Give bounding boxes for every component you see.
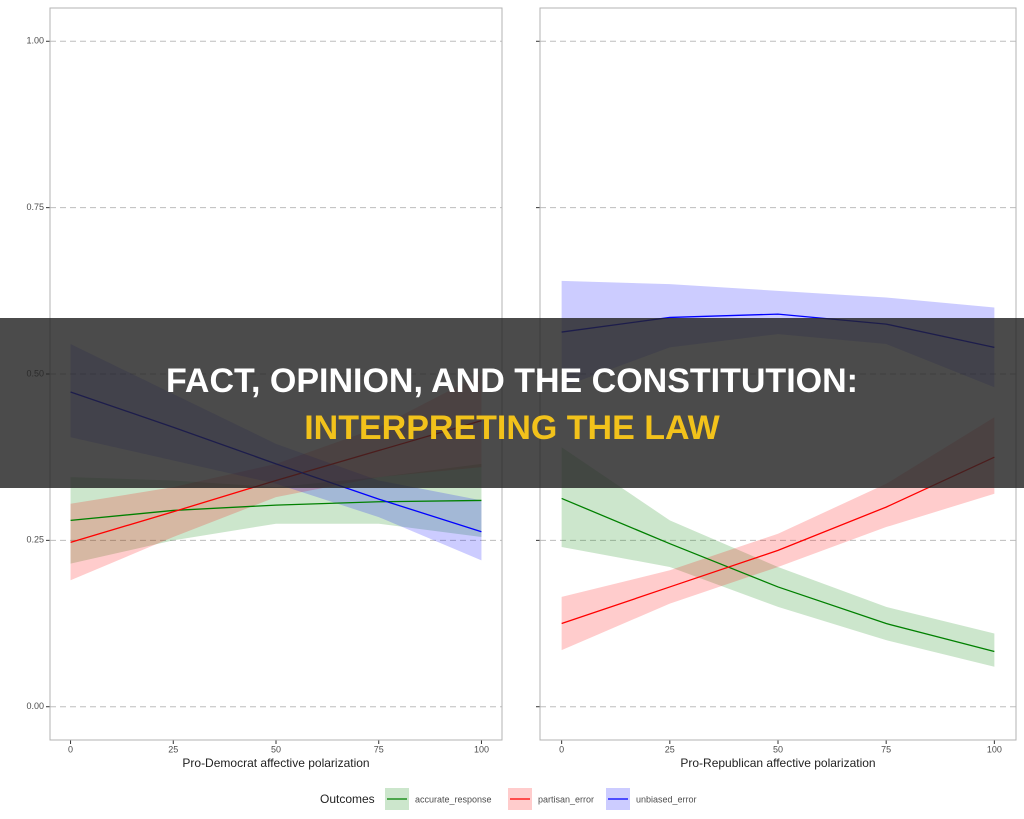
confidence-band bbox=[561, 417, 995, 651]
x-tick-label: 50 bbox=[271, 744, 281, 754]
x-tick-label: 100 bbox=[474, 744, 489, 754]
legend: Outcomes accurate_response partisan_error… bbox=[320, 788, 697, 810]
y-tick-label: 1.00 bbox=[26, 36, 44, 46]
x-tick-label: 75 bbox=[374, 744, 384, 754]
y-tick-label: 0.75 bbox=[26, 202, 44, 212]
legend-label: accurate_response bbox=[415, 794, 492, 804]
banner-title: FACT, OPINION, AND THE CONSTITUTION: bbox=[166, 362, 858, 400]
legend-title: Outcomes bbox=[320, 792, 375, 806]
line bbox=[70, 499, 482, 522]
banner-bg bbox=[0, 318, 1024, 488]
banner-subtitle: INTERPRETING THE LAW bbox=[304, 409, 720, 447]
x-tick-label: 25 bbox=[665, 744, 675, 754]
line bbox=[561, 456, 995, 625]
x-tick-label: 75 bbox=[881, 744, 891, 754]
legend-label: partisan_error bbox=[538, 794, 594, 804]
confidence-band bbox=[561, 447, 995, 667]
banner: FACT, OPINION, AND THE CONSTITUTION: INT… bbox=[0, 318, 1024, 488]
x-axis-title: Pro-Republican affective polarization bbox=[680, 756, 875, 770]
y-tick-label: 0.00 bbox=[26, 701, 44, 711]
confidence-band bbox=[70, 463, 482, 564]
x-tick-label: 0 bbox=[68, 744, 73, 754]
x-tick-label: 25 bbox=[168, 744, 178, 754]
legend-label: unbiased_error bbox=[636, 794, 697, 804]
x-tick-label: 100 bbox=[987, 744, 1002, 754]
x-tick-label: 50 bbox=[773, 744, 783, 754]
x-axis-title: Pro-Democrat affective polarization bbox=[182, 756, 369, 770]
y-tick-label: 0.25 bbox=[26, 535, 44, 545]
x-tick-label: 0 bbox=[559, 744, 564, 754]
line bbox=[561, 497, 995, 653]
